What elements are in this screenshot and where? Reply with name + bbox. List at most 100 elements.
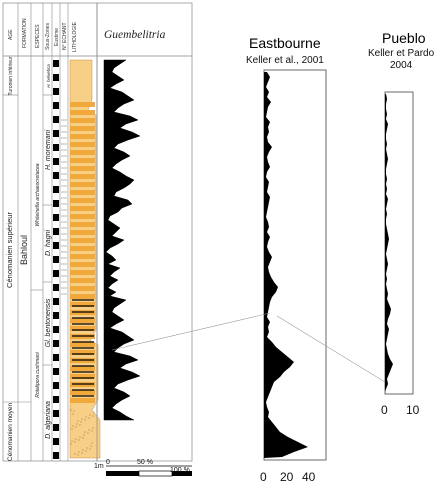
eustatic-segment: [53, 158, 59, 165]
lithology-dot: [86, 447, 88, 449]
pueblo-title: Pueblo: [382, 30, 426, 46]
pueblo-panel: Pueblo Keller et Pardo 2004 0 10: [368, 30, 435, 417]
sample-numbers: [61, 119, 67, 295]
correlation-lines: [111, 312, 386, 383]
header-formation: FORMATION: [22, 18, 28, 48]
lithology-bed: [70, 158, 95, 163]
lithology-dot: [78, 439, 80, 441]
eustatic-segment: [53, 256, 59, 263]
age-cenomanien-moyen: Cénomanien moyen: [7, 403, 14, 462]
eastbourne-curve: [264, 72, 308, 458]
lithology-bed: [70, 326, 95, 331]
stratigraphic-column: AGE FORMATION ESPECES Sous-Zones Eustime…: [2, 2, 101, 462]
eustatic-segment: [53, 200, 59, 207]
pueblo-tick-0: 0: [381, 403, 388, 417]
guem-tick-50: 50 %: [137, 459, 153, 466]
eustatic-segment: [53, 60, 59, 67]
eustatic-segment: [53, 102, 59, 109]
lithology-dot: [80, 421, 82, 423]
lithology-dot: [87, 432, 89, 434]
eustatic-segment: [53, 144, 59, 151]
lithology-bed: [70, 254, 95, 259]
lithology-dot: [85, 450, 87, 452]
header-sous-zones: Sous-Zones: [45, 23, 51, 50]
lithology-dot: [91, 430, 93, 432]
lithology-dot: [71, 440, 73, 442]
guembelitria-curve: [103, 59, 141, 421]
eustatic-segment: [53, 354, 59, 361]
eustatic-segment: [53, 326, 59, 333]
eustatic-segment: [53, 410, 59, 417]
guem-tick-100: 100 %: [170, 467, 190, 474]
lithology-bed: [70, 286, 95, 291]
eustatic-segment: [53, 172, 59, 179]
lithology-dot: [84, 419, 86, 421]
lithology-bed: [70, 126, 95, 131]
eustatic-segment: [53, 298, 59, 305]
header-n-echant: N° ECHANT: [62, 22, 68, 50]
lithology-dot: [75, 438, 77, 440]
header-age: AGE: [8, 29, 14, 40]
lithology-bed: [70, 262, 95, 267]
guembelitria-title: Guembelitria: [104, 29, 166, 41]
lithology-dot: [92, 415, 94, 417]
eustatic-segment: [53, 270, 59, 277]
lithology-bed: [70, 278, 95, 283]
lithology-dot: [89, 448, 91, 450]
lithology-bed: [70, 246, 95, 251]
lithology-dot: [78, 451, 80, 453]
eustatic-segment: [53, 424, 59, 431]
lithology-bed: [70, 294, 95, 299]
eastbourne-title: Eastbourne: [249, 35, 321, 51]
lithology-bed: [70, 142, 95, 147]
lithology-dot: [89, 414, 91, 416]
lithology-dot: [75, 426, 77, 428]
eastbourne-tick-0: 0: [260, 470, 267, 484]
eustatic-segment: [53, 88, 59, 95]
pueblo-year: 2004: [390, 60, 413, 71]
header-lithologie: LITHOLOGIE: [72, 21, 78, 52]
lithology-dot: [72, 425, 74, 427]
lithology-dot: [88, 429, 90, 431]
lithology-dot: [79, 436, 81, 438]
species-zone-rotalipora: Rotalipora cushmani: [35, 351, 41, 397]
lithology-bed: [70, 270, 95, 275]
lithology-dot: [71, 428, 73, 430]
lithology-bed: [70, 366, 95, 371]
lithology-dot: [70, 409, 72, 411]
lithology-dot: [83, 434, 85, 436]
lithology-bed: [70, 166, 95, 171]
lithology-dot: [93, 412, 95, 414]
guem-tick-0: 0: [106, 459, 110, 466]
lithology-dot: [74, 441, 76, 443]
lithology-bed: [70, 118, 95, 123]
lithology-bed: [70, 238, 95, 243]
eustatic-segment: [53, 340, 59, 347]
age-turonien: Turonien inférieur: [8, 56, 14, 95]
eustatic-segment: [53, 438, 59, 445]
lithology-bed: [70, 190, 95, 195]
pueblo-curve: [385, 94, 393, 392]
lithology-bed: [70, 318, 95, 323]
lithology-dot: [85, 416, 87, 418]
lithology-column: [69, 59, 101, 459]
lithology-dot: [82, 437, 84, 439]
formation-label: Bahloul: [19, 235, 29, 265]
eustatic-segment: [53, 214, 59, 221]
correlation-line-bahloul-eastbourne: [111, 312, 271, 351]
lithology-dot: [77, 420, 79, 422]
lithology-bed: [70, 302, 95, 307]
guembelitria-panel: Guembelitria 1m 0 50 % 100 %: [94, 2, 193, 477]
lithology-bed: [70, 398, 95, 403]
lithology-bed: [70, 150, 95, 155]
lithology-bed: [70, 230, 95, 235]
correlation-line-eastbourne-pueblo: [276, 315, 386, 383]
lithology-bed: [70, 182, 95, 187]
eastbourne-reference: Keller et al., 2001: [246, 55, 324, 66]
eustatic-bar: [53, 60, 59, 459]
lithology-dot: [81, 452, 83, 454]
eustatic-segment: [53, 452, 59, 459]
lithology-dot: [79, 424, 81, 426]
lithology-bed: [70, 342, 95, 347]
